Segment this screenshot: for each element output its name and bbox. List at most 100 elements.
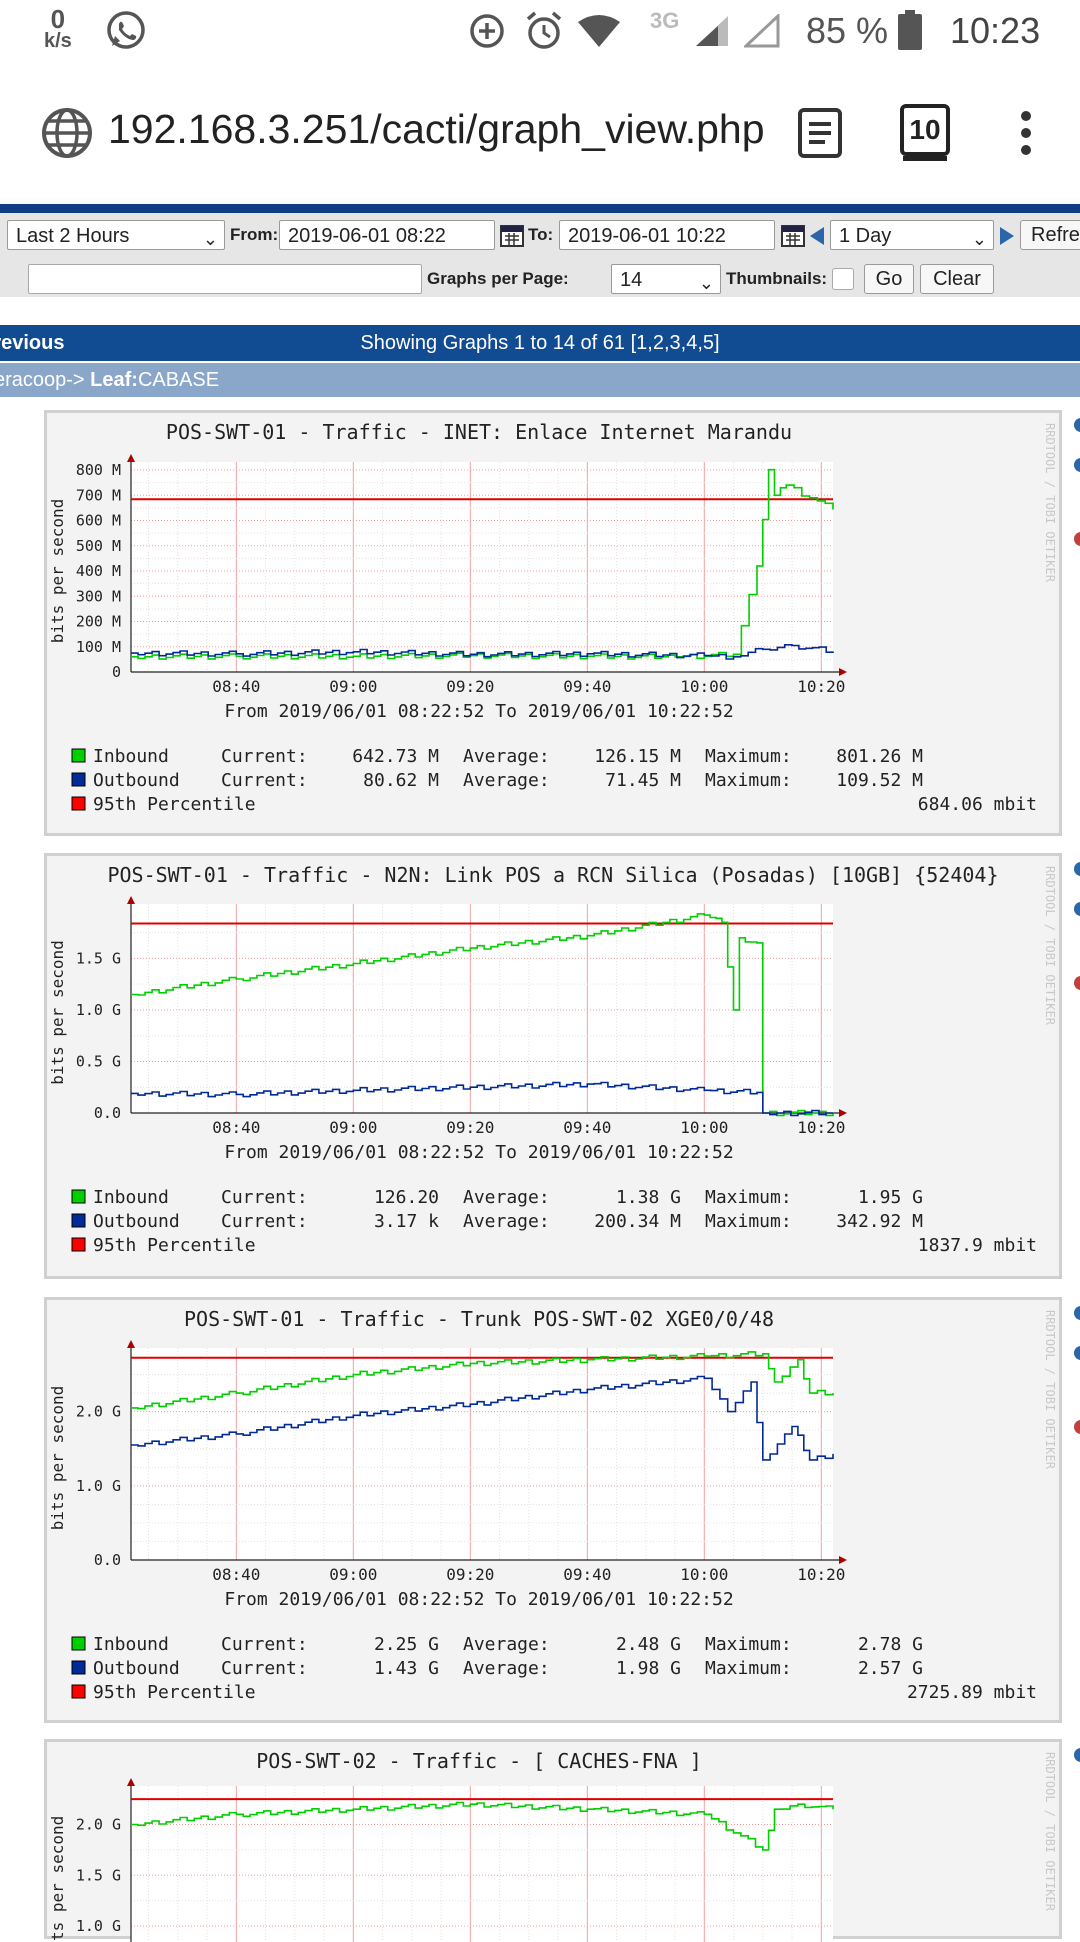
breadcrumb-leaf[interactable]: CABASE: [137, 369, 220, 391]
graph-panel[interactable]: 1.0 G 1.5 G 2.0 G POS-SWT-02 - Traffic - [ …: [44, 1739, 1062, 1942]
x-tick-label: 10:00: [680, 1118, 728, 1137]
legend-current-value: 642.73 M: [352, 746, 439, 767]
y-tick-label: 0.5 G: [76, 1052, 121, 1070]
preset-select[interactable]: Last 2 Hours ⌄: [7, 220, 225, 250]
legend-current-value: 126.20: [374, 1187, 439, 1208]
zoom-graph-icon[interactable]: [1074, 1306, 1080, 1320]
y-axis-arrow: [127, 1340, 135, 1348]
x-tick-label: 10:20: [797, 677, 845, 696]
thumbnails-label: Thumbnails:: [726, 269, 828, 288]
zoom-graph-icon[interactable]: [1074, 1748, 1080, 1762]
graphs-per-page-select[interactable]: 14 ⌄: [611, 264, 721, 294]
export-graph-icon[interactable]: [1074, 902, 1080, 916]
zoom-graph-icon[interactable]: [1074, 418, 1080, 432]
graph-title: POS-SWT-02 - Traffic - [ CACHES-FNA ]: [256, 1749, 702, 1773]
y-tick-label: 1.5 G: [76, 1866, 121, 1884]
x-tick-label: 10:00: [680, 1565, 728, 1584]
network-type: 3G: [650, 8, 680, 33]
y-tick-label: 0.0: [94, 1104, 121, 1122]
legend-swatch: [71, 1189, 86, 1204]
series-line-outbound: [131, 1081, 833, 1117]
legend-average-label: Average:: [463, 1187, 550, 1208]
legend-current-label: Current:: [221, 1211, 308, 1232]
chevron-down-icon: ⌄: [698, 273, 714, 293]
refresh-button[interactable]: Refresh: [1020, 220, 1080, 250]
y-tick-label: 0: [112, 663, 121, 681]
legend-series-name: Inbound: [93, 1187, 169, 1208]
calendar-icon[interactable]: [500, 225, 524, 247]
legend-current-label: Current:: [221, 1658, 308, 1679]
signal-strength-icon: [696, 16, 728, 46]
y-tick-label: 100 M: [76, 638, 121, 656]
x-tick-label: 09:00: [329, 1565, 377, 1584]
y-axis-arrow: [127, 454, 135, 462]
y-tick-label: 2.0 G: [76, 1403, 121, 1421]
x-tick-label: 10:20: [797, 1118, 845, 1137]
plot-area: [131, 462, 833, 672]
timespan-select[interactable]: 1 Day ⌄: [830, 220, 994, 250]
timespan-value: 1 Day: [839, 225, 892, 247]
series-line-inbound: [131, 1801, 834, 1851]
legend-current-label: Current:: [221, 770, 308, 791]
chevron-down-icon: ⌄: [202, 229, 218, 249]
y-tick-label: 600 M: [76, 512, 121, 530]
x-tick-label: 09:00: [329, 677, 377, 696]
breadcrumb-tree[interactable]: eracoop->: [0, 369, 91, 391]
shift-right-icon[interactable]: [998, 226, 1016, 246]
search-input[interactable]: [28, 264, 422, 294]
legend-average-label: Average:: [463, 770, 550, 791]
legend-maximum-label: Maximum:: [705, 1187, 792, 1208]
y-axis-label: bits per second: [48, 499, 67, 644]
graph-action-icon[interactable]: [1074, 1420, 1080, 1434]
legend-maximum-label: Maximum:: [705, 746, 792, 767]
tab-switcher-button[interactable]: 10: [900, 104, 950, 156]
graph-panel[interactable]: 0.0 0.5 G 1.0 G 1.5 G POS-SWT-01 - Traffic -…: [44, 853, 1062, 1279]
graph-action-icon[interactable]: [1074, 976, 1080, 990]
whatsapp-icon: [107, 11, 145, 49]
previous-link[interactable]: Previous: [0, 332, 65, 354]
graph-panel[interactable]: 0.0 1.0 G 2.0 G POS-SWT-01 - Traffic - Trun…: [44, 1297, 1062, 1723]
from-label: From:: [230, 225, 279, 244]
globe-icon[interactable]: [40, 106, 94, 160]
y-tick-label: 500 M: [76, 537, 121, 555]
legend-swatch: [71, 772, 86, 787]
legend-current-value: 1.43 G: [374, 1658, 439, 1679]
export-graph-icon[interactable]: [1074, 1346, 1080, 1360]
filter-toolbar: Last 2 Hours ⌄ From: 2019-06-01 08:22 To…: [0, 213, 1080, 297]
graph-action-icon[interactable]: [1074, 532, 1080, 546]
graph-title: POS-SWT-01 - Traffic - N2N: Link POS a R…: [107, 863, 998, 887]
legend-percentile-label: 95th Percentile: [93, 794, 256, 815]
graph-title: POS-SWT-01 - Traffic - INET: Enlace Inte…: [166, 420, 792, 444]
overflow-menu-icon[interactable]: [1018, 108, 1034, 158]
graphs-per-page-label: Graphs per Page:: [427, 269, 569, 288]
y-tick-label: 700 M: [76, 486, 121, 504]
reader-mode-icon[interactable]: [798, 108, 842, 158]
pagination-bar: Previous Showing Graphs 1 to 14 of 61 [1…: [0, 325, 1080, 361]
zoom-graph-icon[interactable]: [1074, 862, 1080, 876]
legend-maximum-value: 1.95 G: [858, 1187, 923, 1208]
calendar-icon[interactable]: [781, 225, 805, 247]
url-field[interactable]: 192.168.3.251/cacti/graph_view.php: [108, 106, 764, 152]
preset-value: Last 2 Hours: [16, 225, 130, 247]
shift-left-icon[interactable]: [808, 226, 826, 246]
legend-average-label: Average:: [463, 1211, 550, 1232]
y-tick-label: 300 M: [76, 587, 121, 605]
go-button[interactable]: Go: [864, 264, 914, 294]
legend-maximum-value: 801.26 M: [836, 746, 923, 767]
legend-average-value: 71.45 M: [605, 770, 681, 791]
breadcrumb: eracoop-> Leaf:CABASE: [0, 363, 1080, 397]
to-date-input[interactable]: 2019-06-01 10:22: [559, 220, 775, 250]
traffic-graph-n2n: 0.0 0.5 G 1.0 G 1.5 G POS-SWT-01 - Traffic -…: [48, 863, 1057, 1256]
graph-title: POS-SWT-01 - Traffic - Trunk POS-SWT-02 …: [184, 1307, 774, 1331]
legend-series-name: Outbound: [93, 1211, 180, 1232]
network-speed-unit: k/s: [44, 30, 72, 52]
traffic-graph-inet: 0 100 M 200 M 300 M 400 M 500 M 600 M 700 M 800 …: [48, 420, 1057, 815]
date-range: From 2019/06/01 08:22:52 To 2019/06/01 1…: [224, 1142, 733, 1163]
from-date-input[interactable]: 2019-06-01 08:22: [279, 220, 495, 250]
thumbnails-checkbox[interactable]: [832, 268, 854, 290]
graph-panel[interactable]: 0 100 M 200 M 300 M 400 M 500 M 600 M 700 M 800 …: [44, 410, 1062, 836]
export-graph-icon[interactable]: [1074, 458, 1080, 472]
plot-area: [131, 904, 833, 1113]
clear-button[interactable]: Clear: [920, 264, 994, 294]
date-range: From 2019/06/01 08:22:52 To 2019/06/01 1…: [224, 1589, 733, 1610]
